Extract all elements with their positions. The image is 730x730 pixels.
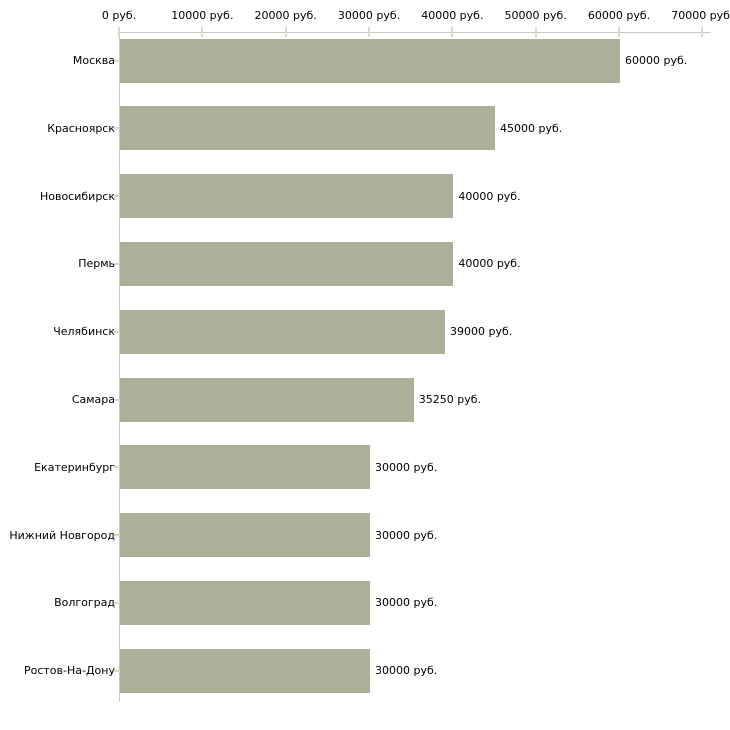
y-axis-tick [114, 466, 120, 469]
bar [120, 580, 370, 625]
category-label: Новосибирск [39, 189, 115, 203]
bar [120, 241, 454, 286]
y-axis-tick [114, 59, 120, 62]
x-axis-tick [534, 27, 537, 37]
y-axis-tick [114, 398, 120, 401]
x-axis-tick-label: 60000 руб. [587, 9, 651, 22]
bar [120, 377, 414, 422]
x-axis-tick-label: 30000 руб. [337, 9, 401, 22]
value-label: 30000 руб. [375, 528, 438, 542]
category-label: Москва [72, 54, 115, 67]
bar [120, 445, 370, 490]
x-axis-tick [451, 27, 454, 37]
category-label: Самара [71, 393, 115, 406]
bar [120, 648, 370, 693]
value-label: 30000 руб. [375, 460, 438, 474]
value-label: 40000 руб. [458, 189, 521, 203]
x-axis-tick-label: 20000 руб. [254, 9, 317, 22]
x-axis-tick [284, 27, 287, 37]
category-label: Екатеринбург [34, 460, 115, 474]
bar [120, 174, 454, 219]
y-axis-tick [114, 127, 120, 130]
x-axis-tick [201, 27, 204, 37]
value-label: 40000 руб. [458, 257, 521, 271]
value-label: 30000 руб. [375, 664, 438, 678]
value-label: 60000 руб. [625, 54, 688, 67]
y-axis-tick [114, 262, 120, 265]
x-axis-tick [618, 27, 620, 37]
y-axis-tick [114, 195, 120, 198]
value-label: 39000 руб. [450, 325, 513, 339]
bar [120, 38, 620, 83]
x-axis-tick [368, 27, 370, 37]
value-label: 30000 руб. [375, 596, 438, 610]
x-axis-line [119, 32, 711, 33]
x-axis-tick [118, 27, 120, 37]
bar [120, 309, 445, 354]
category-label: Пермь [78, 257, 115, 271]
value-label: 35250 руб. [418, 393, 482, 406]
y-axis-tick [114, 330, 120, 333]
y-axis-tick [114, 601, 120, 604]
y-axis-tick [114, 669, 120, 672]
category-label: Челябинск [53, 325, 115, 339]
value-label: 45000 руб. [500, 121, 563, 135]
category-label: Волгоград [54, 596, 115, 610]
x-axis-tick-label: 0 руб. [101, 9, 137, 22]
x-axis-tick [701, 27, 704, 37]
y-axis-line [119, 27, 120, 702]
x-axis-tick-label: 70000 руб. [671, 9, 730, 22]
category-label: Красноярск [47, 121, 115, 135]
category-label: Ростов-На-Дону [23, 664, 115, 678]
x-axis-tick-label: 50000 руб. [504, 9, 567, 22]
category-label: Нижний Новгород [9, 528, 115, 542]
x-axis-tick-label: 10000 руб. [171, 9, 234, 22]
bar [120, 513, 370, 558]
x-axis-tick-label: 40000 руб. [421, 9, 484, 22]
y-axis-tick [114, 534, 120, 537]
bar [120, 106, 495, 151]
